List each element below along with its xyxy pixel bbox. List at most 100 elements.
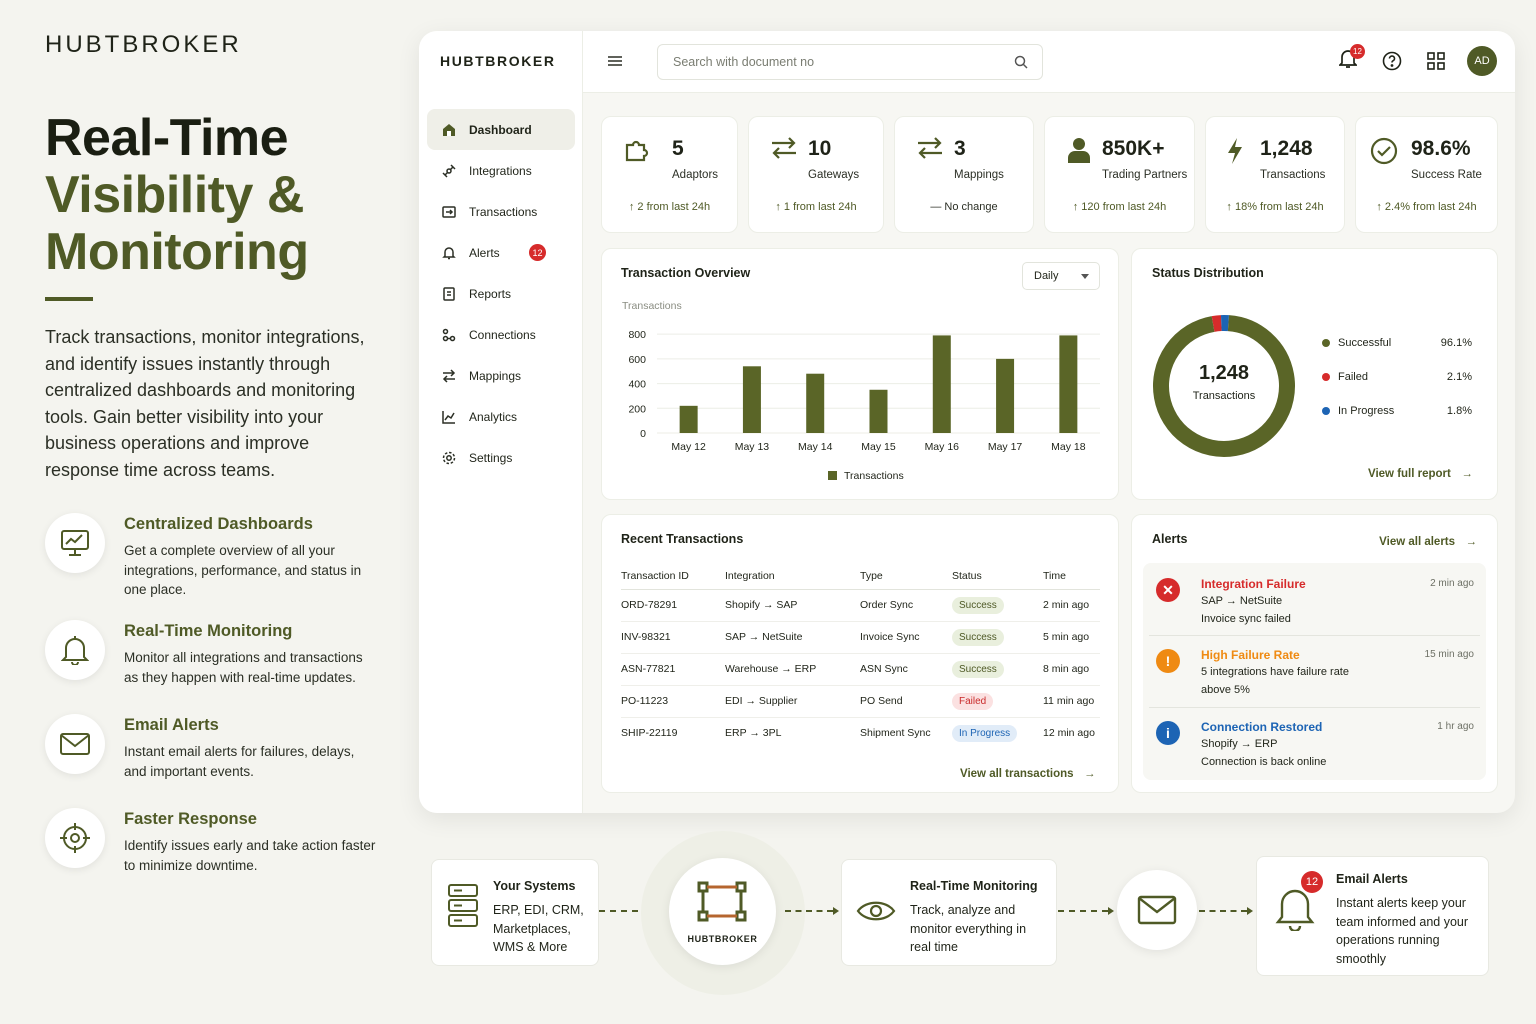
app-logo[interactable]: HUBTBROKER bbox=[440, 53, 556, 69]
sidebar-item-analytics[interactable]: Analytics bbox=[427, 396, 575, 437]
bar bbox=[1059, 335, 1078, 433]
table-row[interactable]: ORD-78291 Shopify → SAP Order Sync Succe… bbox=[621, 589, 1100, 622]
divider bbox=[1149, 707, 1480, 708]
settings-icon bbox=[441, 450, 457, 466]
eye-icon bbox=[856, 898, 896, 929]
transaction-id: INV-98321 bbox=[621, 621, 725, 654]
search-icon[interactable] bbox=[1014, 55, 1028, 72]
dashboard-icon bbox=[441, 122, 457, 138]
notifications-button[interactable]: 12 bbox=[1335, 44, 1365, 74]
link-text: View full report bbox=[1368, 468, 1451, 480]
view-full-report-link[interactable]: View full report → bbox=[1368, 464, 1473, 482]
y-tick-label: 400 bbox=[628, 379, 646, 391]
recent-transactions-card: Recent Transactions Transaction ID Integ… bbox=[601, 514, 1119, 793]
arrow-right-icon: → bbox=[749, 727, 760, 740]
flow-real-time-monitoring: Real-Time Monitoring Track, analyze and … bbox=[841, 859, 1057, 966]
status-cell: Success bbox=[952, 653, 1043, 686]
kpi-delta: — No change bbox=[895, 201, 1033, 213]
arrow-up-icon: ↑ bbox=[1072, 201, 1082, 213]
server-stack-icon bbox=[448, 884, 478, 933]
sidebar-item-dashboard[interactable]: Dashboard bbox=[427, 109, 575, 150]
integration-from: SAP bbox=[725, 631, 746, 643]
view-all-alerts-link[interactable]: View all alerts → bbox=[1379, 532, 1477, 550]
legend-label: In Progress bbox=[1338, 405, 1395, 417]
alert-detail: SAP → NetSuite bbox=[1201, 595, 1283, 607]
transactions-icon bbox=[441, 204, 457, 220]
hero-title: Real-Time Visibility & Monitoring bbox=[45, 110, 309, 281]
table-row[interactable]: PO-11223 EDI → Supplier PO Send Failed 1… bbox=[621, 685, 1100, 718]
sidebar-item-label: Mappings bbox=[469, 368, 522, 383]
x-tick-label: May 15 bbox=[861, 441, 896, 453]
integration-to: Supplier bbox=[758, 695, 798, 707]
legend-percent: 2.1% bbox=[1446, 371, 1472, 383]
kpi-success-rate[interactable]: 98.6% Success Rate ↑ 2.4% from last 24h bbox=[1355, 116, 1498, 233]
legend-dot bbox=[1322, 373, 1330, 381]
sidebar-item-reports[interactable]: Reports bbox=[427, 273, 575, 314]
alerts-card: Alerts View all alerts → ✕ Integration F… bbox=[1131, 514, 1498, 793]
sidebar-item-transactions[interactable]: Transactions bbox=[427, 191, 575, 232]
table-row[interactable]: ASN-77821 Warehouse → ERP ASN Sync Succe… bbox=[621, 653, 1100, 686]
flow-connector bbox=[785, 910, 833, 912]
menu-icon[interactable] bbox=[608, 54, 622, 72]
transaction-type: Shipment Sync bbox=[860, 727, 931, 740]
search-input[interactable]: Search with document no bbox=[657, 44, 1043, 80]
x-tick-label: May 17 bbox=[988, 441, 1023, 453]
table-row[interactable]: SHIP-22119 ERP → 3PL Shipment Sync In Pr… bbox=[621, 717, 1100, 749]
mappings-icon bbox=[441, 368, 457, 384]
search-placeholder: Search with document no bbox=[673, 55, 815, 69]
alert-time: 1 hr ago bbox=[1437, 721, 1474, 732]
help-icon[interactable] bbox=[1379, 48, 1405, 74]
legend-successful: Successful 96.1% bbox=[1322, 337, 1472, 349]
sidebar-nav: Dashboard Integrations Transactions Aler… bbox=[427, 109, 575, 478]
kpi-delta: ↑ 18% from last 24h bbox=[1206, 201, 1344, 213]
kpi-mappings[interactable]: 3 Mappings — No change bbox=[894, 116, 1034, 233]
transaction-bar-chart: Transactions 0 200 400 600 800 May 12 May 13 May… bbox=[622, 300, 1100, 482]
flow-connector bbox=[599, 910, 649, 912]
kpi-adaptors[interactable]: 5 Adaptors ↑ 2 from last 24h bbox=[601, 116, 738, 233]
user-icon bbox=[1067, 137, 1091, 168]
kpi-value: 5 bbox=[672, 137, 684, 160]
status-cell: Failed bbox=[952, 685, 1043, 718]
kpi-trading-partners[interactable]: 850K+ Trading Partners ↑ 120 from last 2… bbox=[1044, 116, 1195, 233]
sidebar-item-mappings[interactable]: Mappings bbox=[427, 355, 575, 396]
feature-description: Get a complete overview of all your inte… bbox=[124, 543, 362, 597]
card-title: Status Distribution bbox=[1152, 266, 1264, 280]
donut-center-label: Transactions bbox=[1192, 390, 1256, 402]
warning-icon: ! bbox=[1156, 649, 1180, 673]
bar bbox=[932, 335, 951, 433]
brand-logo: HUBTBROKER bbox=[45, 31, 242, 58]
sidebar-item-connections[interactable]: Connections bbox=[427, 314, 575, 355]
x-tick-label: May 14 bbox=[798, 441, 833, 453]
integration-to: ERP bbox=[794, 663, 817, 675]
apps-grid-icon[interactable] bbox=[1423, 48, 1449, 74]
period-select[interactable]: Daily bbox=[1022, 262, 1100, 290]
integration-to: SAP bbox=[776, 599, 798, 611]
transaction-id: PO-11223 bbox=[621, 685, 725, 718]
kpi-value: 1,248 bbox=[1260, 137, 1313, 160]
legend-label: Transactions bbox=[844, 470, 904, 482]
alert-detail: 5 integrations have failure rate bbox=[1201, 666, 1349, 678]
alert-title: High Failure Rate bbox=[1201, 648, 1300, 662]
view-all-transactions-link[interactable]: View all transactions → bbox=[960, 764, 1096, 782]
sidebar-item-alerts[interactable]: Alerts 12 bbox=[427, 232, 575, 273]
chevron-down-icon bbox=[1081, 274, 1089, 279]
kpi-delta-text: 2.4% from last 24h bbox=[1384, 201, 1477, 213]
bar bbox=[742, 366, 761, 433]
arrow-up-icon: ↑ bbox=[628, 201, 638, 213]
sidebar-item-label: Integrations bbox=[469, 163, 532, 178]
x-tick-label: May 12 bbox=[671, 441, 706, 453]
hub-network-icon bbox=[697, 880, 747, 929]
kpi-value: 850K+ bbox=[1102, 137, 1165, 160]
table-row[interactable]: INV-98321 SAP → NetSuite Invoice Sync Su… bbox=[621, 621, 1100, 654]
period-select-value: Daily bbox=[1034, 270, 1059, 282]
legend-dot bbox=[1322, 339, 1330, 347]
flow-hub: HUBTBROKER bbox=[669, 858, 776, 965]
hero-description: Track transactions, monitor integrations… bbox=[45, 327, 365, 480]
avatar[interactable]: AD bbox=[1467, 46, 1497, 76]
sidebar-item-settings[interactable]: Settings bbox=[427, 437, 575, 478]
sidebar-item-integrations[interactable]: Integrations bbox=[427, 150, 575, 191]
kpi-transactions[interactable]: 1,248 Transactions ↑ 18% from last 24h bbox=[1205, 116, 1345, 233]
arrow-right-icon: → bbox=[1465, 536, 1478, 548]
flow-text: Instant alerts keep your team informed a… bbox=[1336, 896, 1469, 966]
kpi-gateways[interactable]: 10 Gateways ↑ 1 from last 24h bbox=[748, 116, 884, 233]
